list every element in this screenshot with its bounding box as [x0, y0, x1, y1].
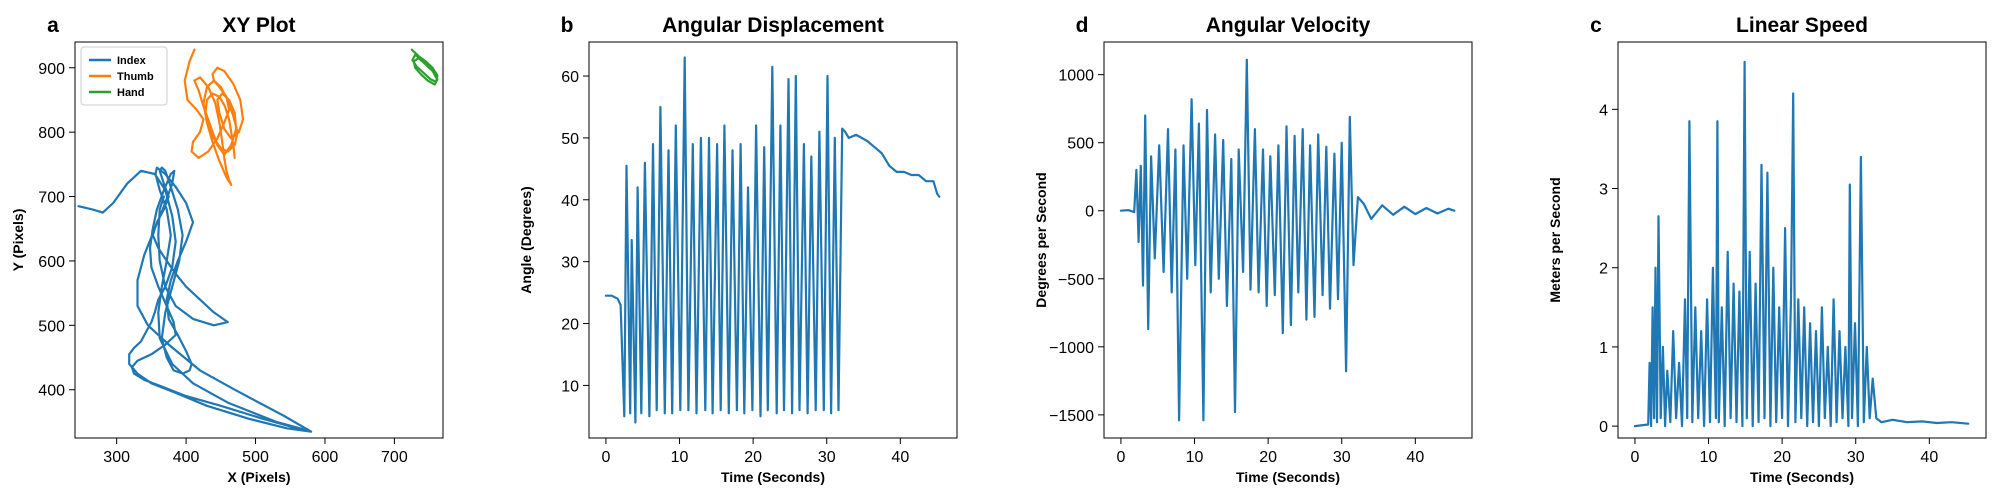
y-tick-label: 4: [1599, 102, 1608, 119]
panel-letter: d: [1076, 14, 1089, 37]
y-axis-label: Y (Pixels): [10, 209, 26, 272]
y-tick-label: 700: [38, 190, 65, 207]
x-tick-label: 10: [1700, 449, 1718, 466]
y-tick-label: 2: [1599, 261, 1608, 278]
y-tick-label: 30: [561, 255, 579, 272]
axes-frame: [1617, 41, 1987, 439]
x-tick-label: 10: [1186, 449, 1204, 466]
chart-title: Linear Speed: [1736, 14, 1868, 37]
legend-entry-index: Index: [117, 55, 147, 67]
y-axis-label: Meters per Second: [1547, 177, 1563, 302]
x-tick-label: 400: [173, 449, 200, 466]
x-axis-label: Time (Seconds): [721, 469, 825, 485]
y-tick-label: 20: [561, 317, 579, 334]
legend-entry-thumb: Thumb: [117, 71, 154, 83]
x-tick-label: 20: [1773, 449, 1791, 466]
plot-area: [604, 56, 941, 424]
y-tick-label: 40: [561, 193, 579, 210]
legend-box: [80, 46, 168, 106]
y-tick-label: 400: [38, 383, 65, 400]
x-tick-label: 0: [1116, 449, 1125, 466]
y-axis-label: Angle (Degrees): [518, 186, 534, 293]
y-tick-label: 1000: [1058, 68, 1094, 85]
series-line-0: [1119, 58, 1456, 422]
series-line-0: [1633, 60, 1970, 428]
x-tick-label: 0: [601, 449, 610, 466]
y-tick-label: 800: [38, 125, 65, 142]
x-tick-label: 40: [1406, 449, 1424, 466]
plot-area: [1633, 60, 1970, 428]
y-tick-label: 50: [561, 131, 579, 148]
panel-letter: a: [47, 14, 59, 37]
x-tick-label: 500: [242, 449, 269, 466]
x-tick-label: 20: [744, 449, 762, 466]
y-tick-label: 0: [1085, 204, 1094, 221]
panel-d: 0 10 20 30 40 −1500 −1000 −500 0 500 1000 Angular V…: [1033, 14, 1473, 485]
panel-letter: c: [1590, 14, 1602, 37]
panel-c: 0 10 20 30 40 0 1 2 3 4 Linear Speed c Time (Seconds…: [1547, 14, 1987, 485]
x-tick-label: 30: [818, 449, 836, 466]
axes-frame: [74, 41, 444, 439]
x-tick-label: 40: [1920, 449, 1938, 466]
x-tick-label: 0: [1630, 449, 1639, 466]
plot-area: [1119, 58, 1456, 422]
y-tick-label: −1500: [1049, 408, 1094, 425]
y-tick-label: 0: [1599, 419, 1608, 436]
x-tick-label: 20: [1259, 449, 1277, 466]
x-tick-label: 600: [312, 449, 339, 466]
x-tick-label: 700: [381, 449, 408, 466]
axes-frame: [1103, 41, 1473, 439]
x-tick-label: 30: [1847, 449, 1865, 466]
chart-title: XY Plot: [222, 14, 295, 37]
axes-frame: [588, 41, 958, 439]
y-tick-label: 500: [38, 318, 65, 335]
y-axis-label: Degrees per Second: [1033, 172, 1049, 307]
x-axis-label: Time (Seconds): [1236, 469, 1340, 485]
y-tick-label: 600: [38, 254, 65, 271]
y-tick-label: 1: [1599, 340, 1608, 357]
chart-title: Angular Displacement: [662, 14, 884, 37]
x-axis-label: X (Pixels): [227, 469, 290, 485]
y-tick-label: −500: [1058, 272, 1094, 289]
plot-area: [77, 48, 439, 433]
chart-title: Angular Velocity: [1206, 14, 1371, 37]
y-tick-label: 900: [38, 61, 65, 78]
series-line-thumb: [183, 48, 245, 186]
x-tick-label: 30: [1333, 449, 1351, 466]
panel-letter: b: [561, 14, 574, 37]
y-tick-label: 3: [1599, 182, 1608, 199]
x-axis-label: Time (Seconds): [1750, 469, 1854, 485]
x-tick-label: 40: [891, 449, 909, 466]
series-line-hand: [410, 48, 439, 86]
panel-a: 300 400 500 600 700 400 500 600 700 800 900 XY Plot…: [10, 14, 444, 485]
y-tick-label: −1000: [1049, 340, 1094, 357]
x-tick-label: 300: [103, 449, 130, 466]
legend-entry-hand: Hand: [117, 87, 145, 99]
y-tick-label: 60: [561, 69, 579, 86]
panel-b: 0 10 20 30 40 10 20 30 40 50 60 Angular Displacemen…: [518, 14, 958, 485]
x-tick-label: 10: [671, 449, 689, 466]
series-line-0: [604, 56, 941, 424]
legend: Index Thumb Hand: [80, 46, 168, 106]
y-tick-label: 10: [561, 378, 579, 395]
y-tick-label: 500: [1067, 136, 1094, 153]
series-line-index: [77, 166, 313, 433]
